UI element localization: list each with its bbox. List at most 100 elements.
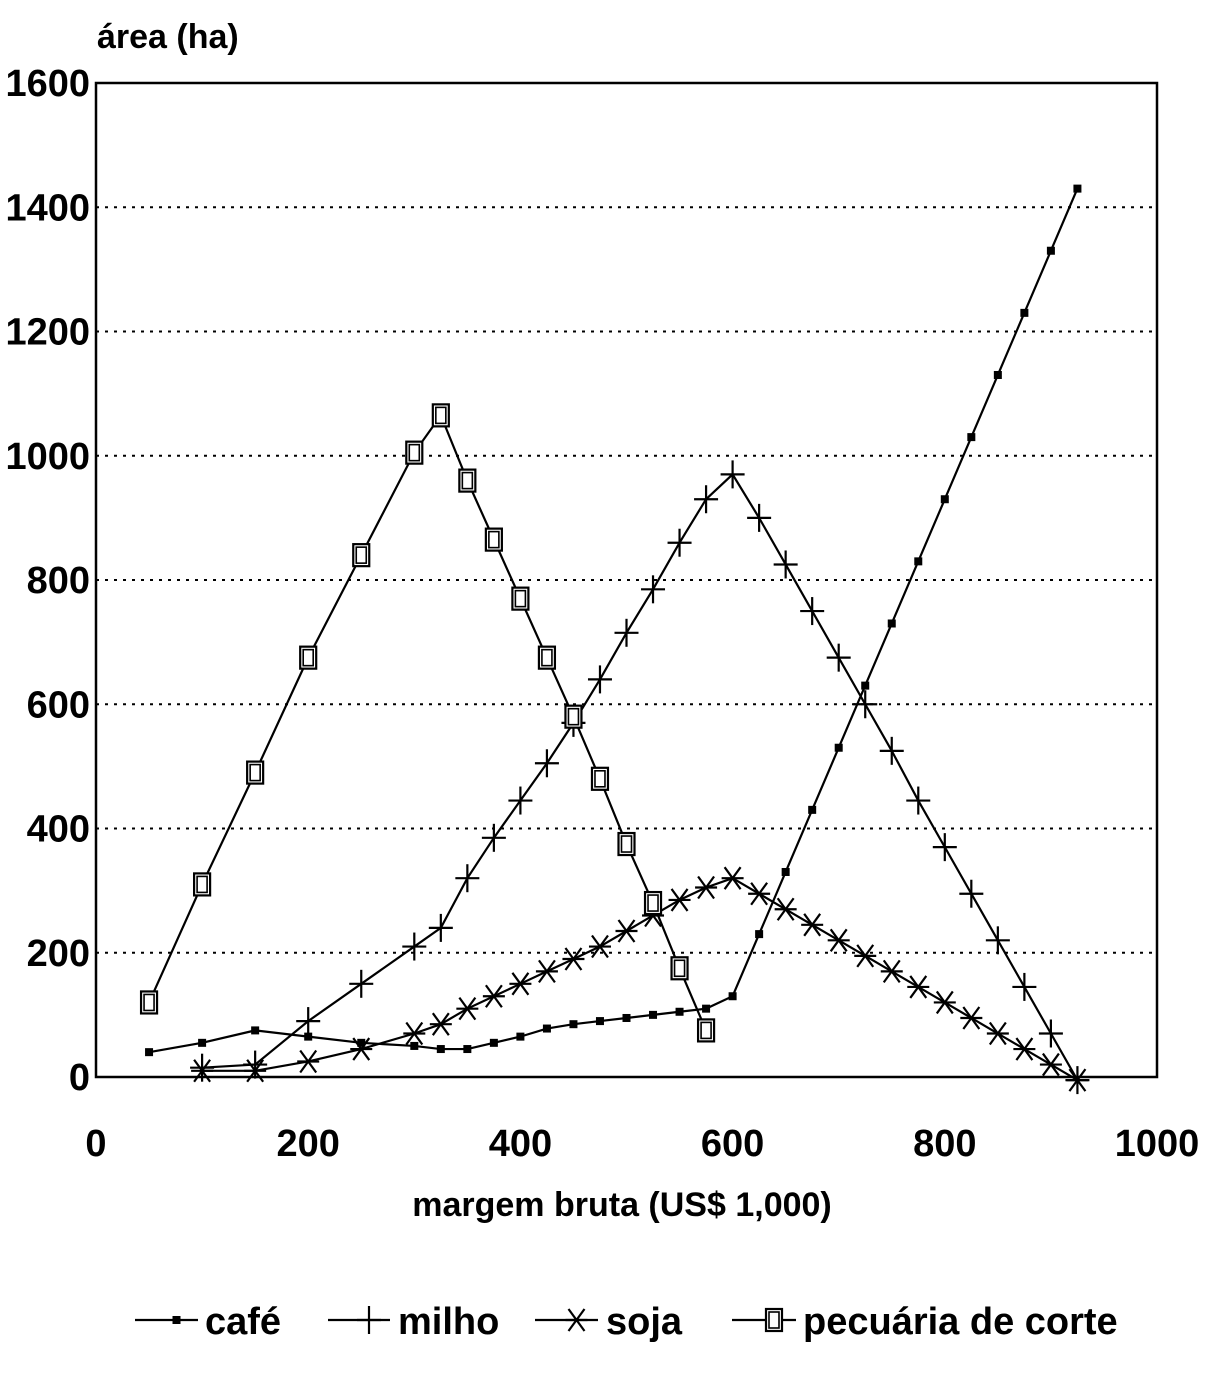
x-tick-label: 400 [489,1123,552,1165]
data-point [615,919,638,943]
data-point [906,786,931,815]
data-point [887,619,896,628]
x-tick-label: 600 [701,1123,764,1165]
series-2 [191,866,1089,1092]
y-tick-label: 1200 [5,312,90,354]
data-point [801,913,824,937]
data-point [1039,1052,1062,1077]
data-point [668,888,691,912]
data-point [428,913,453,942]
data-point [774,897,797,921]
data-point [595,1017,604,1026]
data-point [1013,1037,1036,1061]
data-point [590,766,610,791]
legend-item: pecuária de corte [732,1301,1118,1343]
data-point [827,928,850,952]
data-point [511,586,530,611]
data-point [748,882,771,906]
data-point [508,786,533,815]
data-point [1073,184,1082,193]
data-point [299,645,318,670]
y-tick-label: 600 [27,684,90,726]
data-point [458,468,477,493]
grid-lines [96,206,1157,954]
data-point [569,1020,578,1029]
data-point [251,1026,260,1035]
data-point [643,890,663,916]
data-point [993,370,1002,379]
data-point [933,990,956,1015]
data-point [861,681,870,690]
data-point [667,528,692,557]
legend-marker [764,1307,784,1333]
legend-marker [357,1306,381,1334]
data-point [481,823,506,852]
data-point [489,1038,498,1047]
data-point [246,760,265,785]
data-point [139,990,159,1015]
data-point [670,956,689,981]
x-tick-label: 800 [913,1123,976,1165]
data-point [800,597,825,626]
x-tick-labels: 0 200 400 600 800 1000 [85,1123,1199,1165]
data-point [1012,972,1037,1001]
data-point [516,1032,525,1041]
y-tick-label: 1600 [5,63,90,105]
legend-label: milho [398,1301,499,1343]
data-point [834,743,843,752]
data-point [350,1037,373,1061]
data-point [349,969,374,998]
y-tick-label: 800 [27,560,90,602]
data-point [675,1007,684,1016]
data-point [880,959,903,984]
data-point [747,503,772,532]
data-point [614,618,639,647]
series-line [148,188,1079,1054]
data-point [702,1004,711,1013]
legend-item: soja [535,1301,683,1343]
data-point [431,403,450,428]
data-point [720,460,745,489]
data-point [357,1038,366,1047]
x-tick-label: 200 [276,1123,339,1165]
y-axis-title: área (ha) [97,18,239,56]
series-line [202,472,1079,1081]
data-point [484,527,503,552]
legend-label: pecuária de corte [803,1301,1118,1343]
data-point [244,1059,267,1083]
y-tick-label: 200 [27,933,90,975]
data-point [482,984,505,1008]
data-point [198,1038,207,1047]
legend: café milho soja pecuária de corte [135,1301,1118,1343]
data-point [932,833,957,862]
legend-marker [172,1316,181,1324]
data-point [564,704,583,729]
series-line [202,876,1078,1082]
data-point [967,433,976,442]
data-point [304,1032,313,1041]
y-tick-labels: 0 200 400 600 800 1000 1200 1400 1600 [5,63,90,1099]
x-tick-label: 0 [85,1123,106,1165]
data-point [509,972,532,996]
data-point [297,1049,320,1074]
data-point [542,1024,551,1033]
data-point [537,645,557,670]
data-point [535,959,558,984]
data-point [808,805,817,814]
data-point [695,875,718,900]
data-point [405,440,424,465]
data-point [429,1012,452,1036]
legend-label: soja [606,1301,683,1343]
data-point [960,1006,983,1030]
data-point [145,1048,154,1057]
plot-frame [94,81,1159,1079]
data-point [410,1041,419,1050]
data-point [986,1021,1009,1046]
x-axis-title: margem bruta (US$ 1,000) [412,1186,832,1224]
data-point [622,1013,631,1022]
legend-item: milho [328,1301,499,1343]
y-tick-label: 1400 [5,187,90,229]
data-point [755,930,764,939]
data-point [588,934,611,959]
